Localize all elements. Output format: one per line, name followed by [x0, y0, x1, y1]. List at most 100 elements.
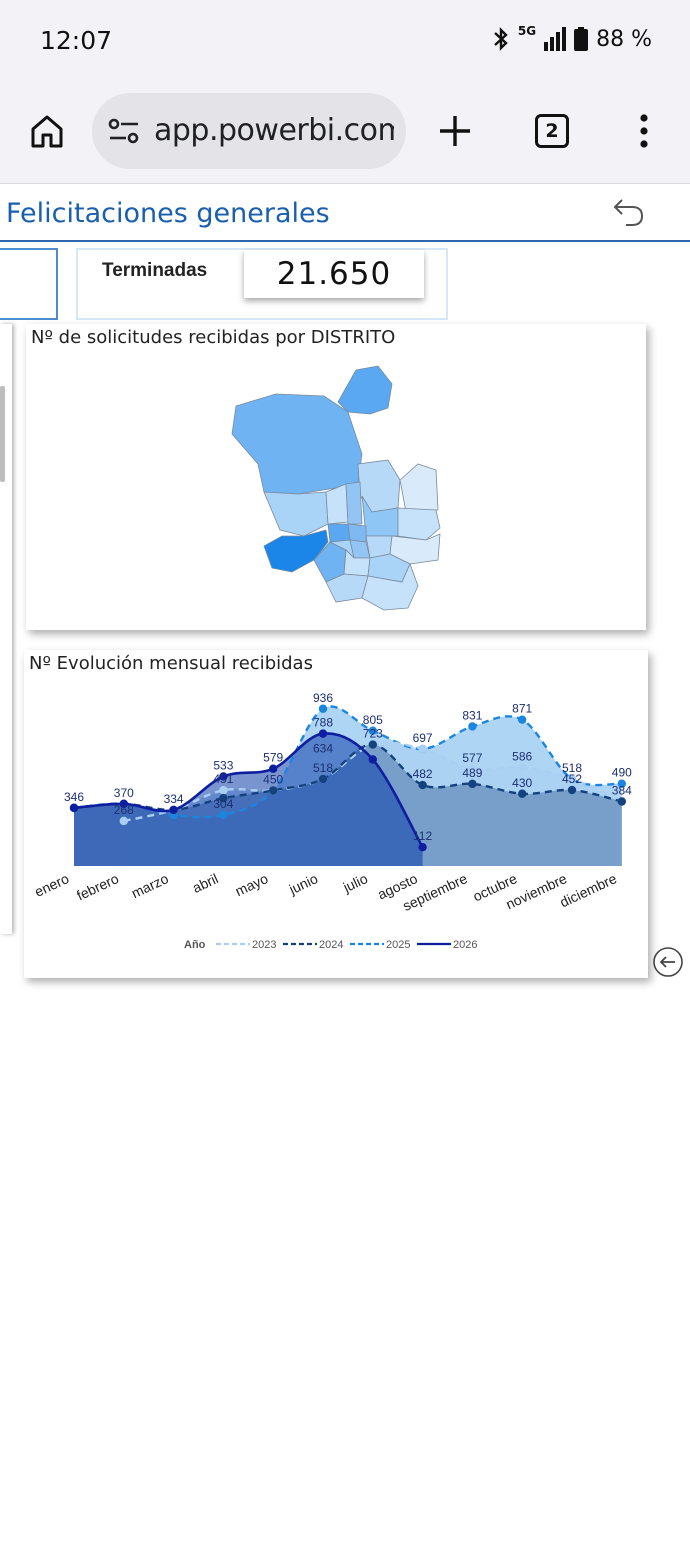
undo-icon[interactable]: [612, 196, 646, 228]
legend-item-2026[interactable]: 2026: [453, 939, 477, 951]
url-text[interactable]: app.powerbi.com: [154, 113, 394, 148]
new-tab-button[interactable]: [430, 106, 480, 156]
point-2023-noviembre[interactable]: [567, 774, 577, 784]
kpi-card-partial[interactable]: [0, 248, 58, 320]
home-icon: [31, 115, 63, 148]
monthly-evolution-visual[interactable]: Nº Evolución mensual recibidas 346 370 268…: [24, 650, 648, 978]
point-2026-agosto[interactable]: [418, 842, 427, 852]
menu-button[interactable]: [619, 106, 669, 156]
back-circle-icon[interactable]: [652, 946, 684, 978]
data-label: 346: [64, 790, 84, 804]
district-centro[interactable]: [327, 523, 351, 543]
kpi-value: 21.650: [276, 256, 392, 292]
data-label: 936: [313, 691, 333, 705]
data-label: 577: [462, 751, 482, 765]
data-label: 831: [462, 708, 482, 722]
district-map-visual[interactable]: Nº de solicitudes recibidas por DISTRITO: [26, 324, 646, 630]
bluetooth-icon: [494, 27, 508, 51]
point-2024-noviembre[interactable]: [567, 785, 577, 795]
legend-item-2025[interactable]: 2025: [386, 939, 410, 951]
tab-count-icon: 2: [535, 114, 569, 148]
more-vert-icon: [640, 114, 648, 148]
district-latina[interactable]: [263, 529, 329, 573]
data-label: 586: [512, 750, 532, 764]
report-title: Felicitaciones generales: [6, 198, 330, 229]
data-label: 697: [413, 731, 433, 745]
point-2024-agosto[interactable]: [418, 780, 427, 790]
district-san-blas[interactable]: [397, 507, 441, 541]
status-icons: 5G 88 %: [492, 24, 652, 52]
tab-switcher-button[interactable]: 2: [527, 106, 577, 156]
point-2024-abril[interactable]: [219, 793, 228, 803]
data-label: 268: [114, 803, 134, 817]
data-label: 805: [363, 713, 383, 727]
point-2025-octubre[interactable]: [518, 715, 527, 724]
kpi-label: Terminadas: [102, 260, 208, 281]
point-2025-diciembre[interactable]: [617, 779, 626, 788]
address-bar[interactable]: app.powerbi.com: [92, 93, 406, 169]
point-2025-septiembre[interactable]: [468, 722, 477, 731]
district-tetuan[interactable]: [325, 483, 349, 525]
point-2023-febrero[interactable]: [119, 816, 128, 826]
district-barajas-region[interactable]: [337, 365, 393, 415]
legend-item-2024[interactable]: 2024: [319, 939, 343, 951]
data-label: 452: [562, 772, 582, 786]
data-label: 723: [363, 727, 383, 741]
district-barajas[interactable]: [399, 463, 439, 513]
x-tick-label: julio: [340, 870, 370, 896]
data-label: 384: [612, 783, 632, 797]
legend-item-2023[interactable]: 2023: [252, 939, 276, 951]
tab-count: 2: [545, 120, 559, 142]
point-2026-abril[interactable]: [219, 772, 228, 781]
data-label: 482: [413, 767, 433, 781]
point-2023-agosto[interactable]: [418, 744, 427, 754]
point-2026-mayo[interactable]: [269, 764, 278, 773]
district-map[interactable]: [26, 324, 646, 630]
point-2023-abril[interactable]: [219, 786, 228, 795]
point-2024-julio[interactable]: [368, 740, 377, 749]
browser-toolbar: app.powerbi.com 2: [0, 80, 690, 184]
x-tick-label: abril: [190, 870, 221, 896]
x-tick-label: diciembre: [557, 870, 619, 910]
home-button[interactable]: [22, 106, 72, 156]
series-points: [69, 704, 626, 852]
data-label: 518: [313, 761, 333, 775]
point-2024-junio[interactable]: [318, 774, 328, 784]
point-2023-septiembre[interactable]: [468, 764, 477, 774]
point-2026-febrero[interactable]: [119, 799, 128, 809]
point-2024-septiembre[interactable]: [468, 779, 477, 789]
point-2024-mayo[interactable]: [269, 786, 278, 795]
x-tick-label: enero: [32, 870, 71, 900]
point-2025-julio[interactable]: [368, 726, 377, 735]
x-tick-label: febrero: [74, 870, 121, 903]
x-tick-label: junio: [286, 870, 321, 898]
line-chart-title: Nº Evolución mensual recibidas: [29, 653, 313, 674]
kpi-card-terminadas[interactable]: Terminadas 21.650: [76, 248, 448, 320]
x-axis-labels: enero febrero marzo abril mayo junio julio agos…: [32, 870, 619, 914]
point-2025-junio[interactable]: [318, 704, 328, 713]
data-label: 489: [462, 766, 482, 780]
point-2024-octubre[interactable]: [518, 789, 527, 798]
data-label: 450: [263, 772, 283, 786]
point-2026-enero[interactable]: [69, 803, 79, 813]
district-salamanca[interactable]: [347, 523, 367, 543]
district-villa-vallecas[interactable]: [361, 562, 419, 611]
data-label: 370: [114, 786, 134, 800]
point-2026-julio[interactable]: [368, 755, 377, 764]
data-label: 430: [512, 776, 532, 790]
point-2025-abril[interactable]: [219, 810, 228, 820]
point-2024-diciembre[interactable]: [617, 797, 626, 806]
point-2023-octubre[interactable]: [518, 763, 527, 772]
district-moncloa[interactable]: [263, 491, 329, 537]
district-fuencarral[interactable]: [231, 393, 363, 495]
slicer-scrollbar[interactable]: [0, 386, 5, 482]
status-time: 12:07: [40, 26, 113, 55]
powerbi-report: Felicitaciones generales Terminadas 21.6…: [0, 186, 690, 986]
district-chamartin[interactable]: [345, 481, 363, 525]
point-2026-junio[interactable]: [318, 729, 328, 738]
point-2026-marzo[interactable]: [169, 805, 178, 815]
title-divider: [0, 240, 690, 242]
site-settings-icon[interactable]: [108, 117, 140, 145]
